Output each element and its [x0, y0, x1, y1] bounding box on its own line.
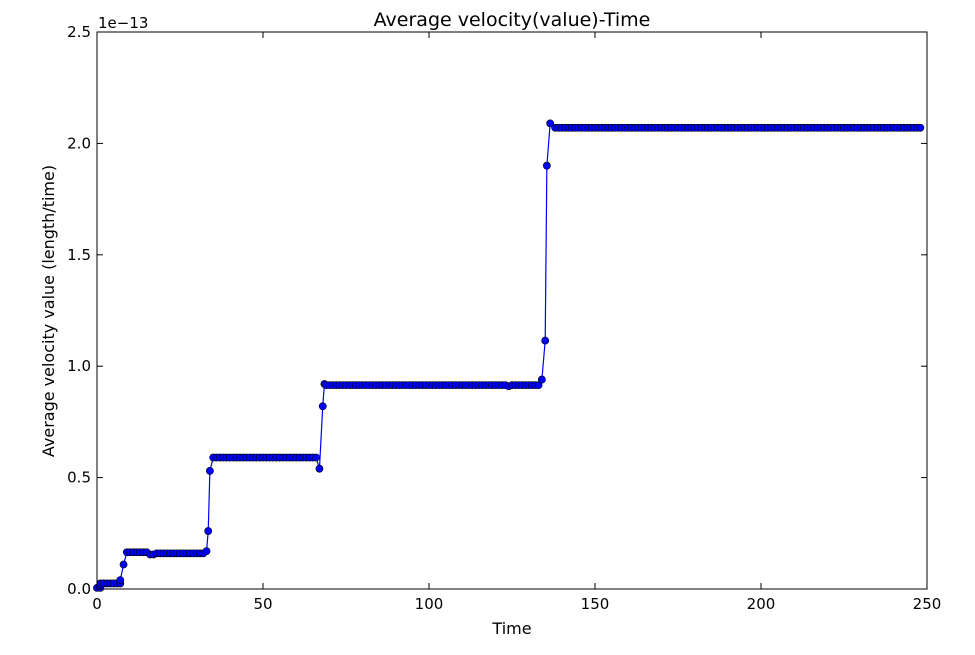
- data-point: [315, 464, 324, 473]
- x-axis-label: Time: [491, 619, 531, 638]
- axis-ticks: 0 50 100 150 200 250 0.0 0.5 1.0 1.5 2.0 2.5: [67, 23, 941, 613]
- data-point: [204, 527, 213, 535]
- data-point: [542, 161, 551, 170]
- data-point: [318, 402, 327, 411]
- data-point: [916, 123, 925, 132]
- x-tick-label: 0: [92, 595, 102, 613]
- y-tick-label: 2.0: [67, 134, 91, 152]
- data-point: [116, 576, 125, 584]
- y-tick-label: 0.0: [67, 580, 91, 598]
- x-tick-label: 200: [747, 595, 776, 613]
- data-point: [546, 119, 555, 128]
- y-offset-label: 1e−13: [98, 14, 148, 32]
- y-tick-label: 0.5: [67, 469, 91, 487]
- data-point: [205, 467, 214, 475]
- y-axis-label: Average velocity value (length/time): [39, 165, 58, 457]
- plot-frame: [96, 31, 928, 590]
- y-tick-label: 1.0: [67, 357, 91, 375]
- y-tick-label: 1.5: [67, 246, 91, 264]
- x-tick-label: 50: [253, 595, 272, 613]
- series-group: [93, 119, 925, 592]
- data-point: [537, 375, 546, 384]
- data-point: [202, 547, 211, 556]
- x-tick-label: 100: [415, 595, 444, 613]
- x-tick-label: 250: [913, 595, 942, 613]
- data-point: [312, 453, 321, 462]
- y-tick-label: 2.5: [67, 23, 91, 41]
- chart-title: Average velocity(value)-Time: [374, 9, 651, 31]
- data-point: [541, 336, 550, 345]
- x-tick-label: 150: [581, 595, 610, 613]
- data-point: [119, 560, 128, 569]
